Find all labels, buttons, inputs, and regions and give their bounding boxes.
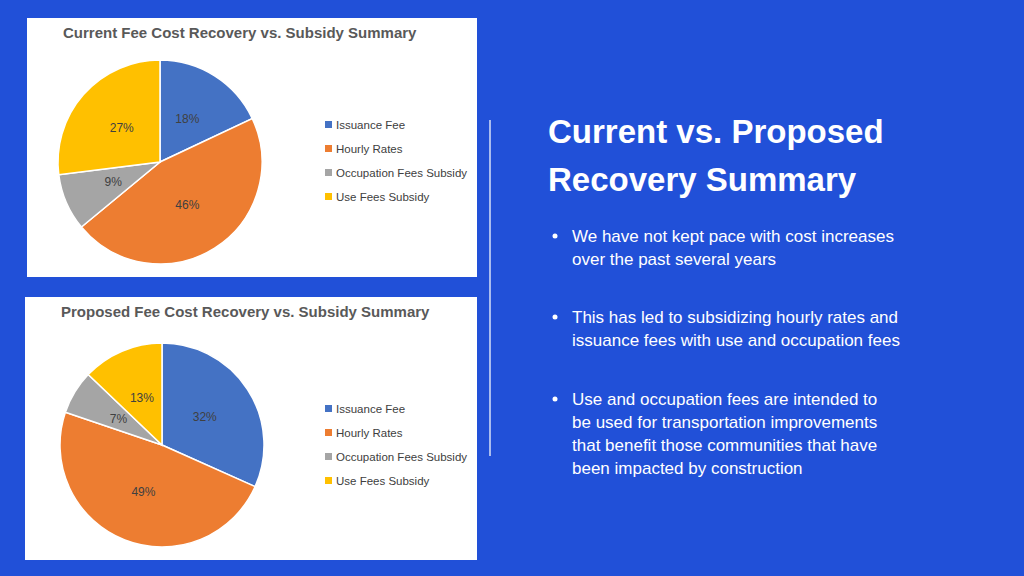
pie: 18% 46% 9% 27% (58, 60, 262, 264)
legend-label: Hourly Rates (336, 427, 403, 439)
bullet-text: issuance fees with use and occupation fe… (572, 331, 900, 350)
data-label: 9% (105, 175, 123, 189)
pie-chart: Proposed Fee Cost Recovery vs. Subsidy S… (25, 297, 477, 560)
legend-swatch (325, 121, 332, 128)
legend-label: Issuance Fee (336, 119, 405, 131)
slide-title: Current vs. Proposed Recovery Summary (548, 113, 884, 198)
legend: Issuance Fee Hourly Rates Occupation Fees … (325, 403, 467, 487)
slide-title-line: Recovery Summary (548, 161, 857, 198)
chart-title: Proposed Fee Cost Recovery vs. Subsidy S… (61, 303, 430, 320)
pie-chart: Current Fee Cost Recovery vs. Subsidy Su… (27, 18, 477, 277)
chart-title: Current Fee Cost Recovery vs. Subsidy Su… (63, 24, 417, 41)
slide-title-line: Current vs. Proposed (548, 113, 884, 150)
bullet-text: be used for transportation improvements (572, 413, 877, 432)
data-label: 13% (130, 391, 154, 405)
legend: Issuance Fee Hourly Rates Occupation Fees … (325, 119, 467, 203)
data-label: 27% (110, 121, 134, 135)
legend-swatch (325, 429, 332, 436)
bullet-text: that benefit those communities that have (572, 436, 877, 455)
legend-label: Hourly Rates (336, 143, 403, 155)
background (0, 0, 1024, 576)
legend-label: Occupation Fees Subsidy (336, 167, 467, 179)
legend-label: Occupation Fees Subsidy (336, 451, 467, 463)
legend-swatch (325, 169, 332, 176)
pie-slice (88, 343, 162, 445)
pie: 32% 49% 7%13% (60, 343, 264, 547)
bullet-dot (553, 397, 558, 402)
bullet-list: We have not kept pace with cost increase… (553, 227, 900, 478)
data-label: 18% (175, 112, 199, 126)
bullet-dot (553, 234, 558, 239)
data-label: 49% (131, 485, 155, 499)
chart-panel (27, 18, 477, 277)
legend-label: Issuance Fee (336, 403, 405, 415)
pie-slice (58, 60, 160, 175)
bullet-dot (553, 315, 558, 320)
bullet-text: over the past several years (572, 250, 776, 269)
legend-swatch (325, 477, 332, 484)
data-label: 7% (110, 412, 128, 426)
legend-swatch (325, 145, 332, 152)
chart-panel (25, 297, 477, 560)
divider (489, 120, 491, 456)
bullet-text: We have not kept pace with cost increase… (572, 227, 894, 246)
bullet-text: been impacted by construction (572, 459, 803, 478)
slide: Current Fee Cost Recovery vs. Subsidy Su… (0, 0, 1024, 576)
legend-swatch (325, 453, 332, 460)
legend-label: Use Fees Subsidy (336, 475, 430, 487)
legend-swatch (325, 193, 332, 200)
bullet-text: This has led to subsidizing hourly rates… (572, 308, 898, 327)
data-label: 46% (175, 198, 199, 212)
bullet-text: Use and occupation fees are intended to (572, 390, 877, 409)
data-label: 32% (193, 410, 217, 424)
legend-label: Use Fees Subsidy (336, 191, 430, 203)
legend-swatch (325, 405, 332, 412)
